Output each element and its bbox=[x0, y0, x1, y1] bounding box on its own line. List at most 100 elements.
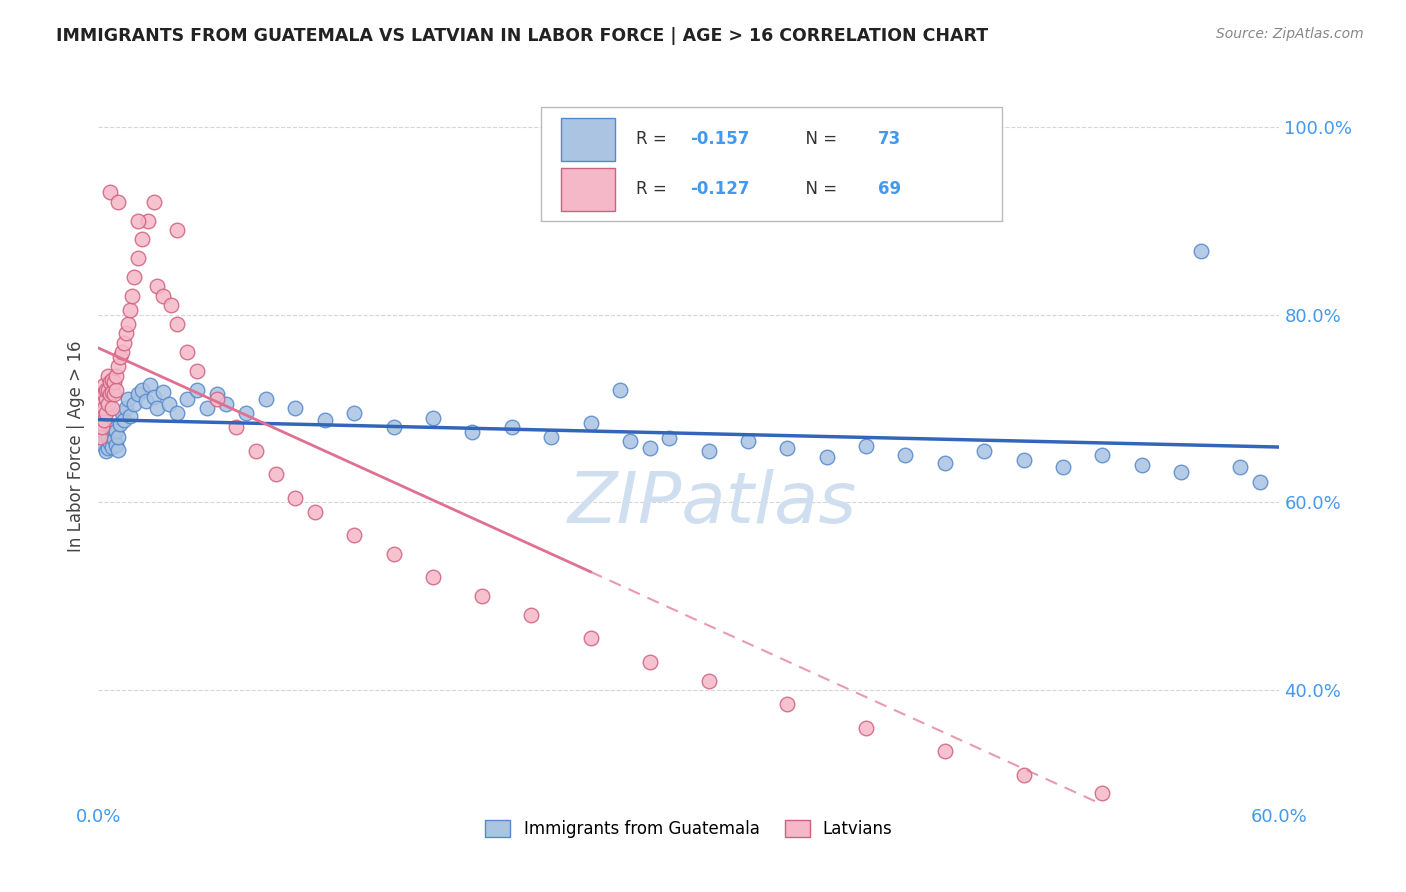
Point bbox=[152, 289, 174, 303]
Point bbox=[152, 384, 174, 399]
Point bbox=[1268, 833, 1291, 847]
Point bbox=[105, 438, 128, 452]
Point bbox=[225, 420, 247, 434]
Point bbox=[107, 442, 129, 457]
Point bbox=[176, 392, 198, 406]
Point bbox=[101, 401, 124, 416]
Point bbox=[264, 467, 287, 482]
Point bbox=[284, 401, 307, 416]
Point bbox=[1012, 767, 1035, 781]
Point bbox=[98, 387, 121, 401]
Point bbox=[314, 413, 336, 427]
Point bbox=[382, 547, 405, 561]
Point bbox=[93, 413, 115, 427]
Point bbox=[93, 401, 115, 416]
Point bbox=[304, 505, 326, 519]
Point bbox=[855, 721, 877, 735]
Point bbox=[93, 439, 115, 453]
Point bbox=[122, 270, 145, 285]
Point bbox=[284, 491, 307, 505]
Point bbox=[195, 401, 218, 416]
Point bbox=[815, 450, 838, 465]
Point bbox=[108, 417, 131, 432]
Point bbox=[93, 387, 115, 401]
Point bbox=[89, 416, 111, 430]
Point bbox=[186, 383, 208, 397]
Point bbox=[235, 406, 257, 420]
Point bbox=[1130, 458, 1153, 472]
Text: ZIPatlas: ZIPatlas bbox=[568, 468, 858, 538]
Point bbox=[638, 655, 661, 669]
Point bbox=[609, 383, 631, 397]
Point bbox=[1189, 244, 1212, 258]
Point bbox=[382, 420, 405, 434]
Point bbox=[138, 378, 160, 392]
Point bbox=[118, 409, 141, 423]
Point bbox=[97, 397, 120, 411]
Point bbox=[973, 443, 995, 458]
Point bbox=[101, 440, 124, 454]
Point bbox=[146, 401, 169, 416]
Point bbox=[103, 375, 125, 389]
Point bbox=[501, 420, 523, 434]
Point bbox=[343, 528, 366, 542]
Y-axis label: In Labor Force | Age > 16: In Labor Force | Age > 16 bbox=[67, 340, 86, 552]
Point bbox=[93, 425, 115, 439]
Point bbox=[118, 302, 141, 317]
Point bbox=[91, 420, 114, 434]
Point bbox=[1012, 453, 1035, 467]
Point bbox=[96, 392, 118, 406]
Point bbox=[176, 345, 198, 359]
Point bbox=[1288, 843, 1310, 857]
Point bbox=[91, 434, 114, 449]
Point bbox=[1308, 852, 1330, 866]
Point bbox=[245, 443, 267, 458]
Point bbox=[142, 390, 165, 404]
Point bbox=[89, 429, 111, 443]
Point bbox=[579, 416, 602, 430]
Point bbox=[131, 232, 153, 246]
Point bbox=[112, 335, 135, 350]
Point bbox=[776, 697, 799, 711]
Point bbox=[1052, 459, 1074, 474]
Point bbox=[122, 397, 145, 411]
Point bbox=[540, 429, 562, 443]
Point bbox=[135, 393, 157, 408]
Point bbox=[107, 359, 129, 374]
Point bbox=[166, 406, 188, 420]
Point bbox=[101, 373, 124, 387]
Text: 73: 73 bbox=[877, 130, 901, 148]
Bar bbox=[561, 168, 614, 211]
Point bbox=[108, 350, 131, 364]
Point bbox=[97, 383, 120, 397]
Point bbox=[697, 673, 720, 688]
Point bbox=[96, 383, 118, 397]
Point bbox=[127, 213, 149, 227]
Point bbox=[146, 279, 169, 293]
Point bbox=[103, 422, 125, 436]
Text: R =: R = bbox=[636, 130, 672, 148]
Point bbox=[160, 298, 183, 312]
Point bbox=[115, 401, 138, 416]
Point bbox=[619, 434, 641, 449]
Point bbox=[98, 186, 121, 200]
Point bbox=[142, 194, 165, 209]
Point bbox=[461, 425, 484, 439]
Point bbox=[205, 387, 228, 401]
Text: Source: ZipAtlas.com: Source: ZipAtlas.com bbox=[1216, 27, 1364, 41]
Point bbox=[91, 392, 114, 406]
Point bbox=[1170, 465, 1192, 479]
Point bbox=[97, 368, 120, 383]
Point bbox=[117, 392, 139, 406]
Point bbox=[166, 317, 188, 331]
Point bbox=[97, 441, 120, 455]
Text: N =: N = bbox=[796, 180, 842, 198]
Point bbox=[166, 223, 188, 237]
Point bbox=[422, 570, 444, 584]
Point bbox=[1249, 475, 1271, 489]
Point bbox=[215, 397, 238, 411]
Point bbox=[105, 383, 128, 397]
Point bbox=[107, 429, 129, 443]
Point bbox=[97, 432, 120, 446]
Point bbox=[117, 317, 139, 331]
